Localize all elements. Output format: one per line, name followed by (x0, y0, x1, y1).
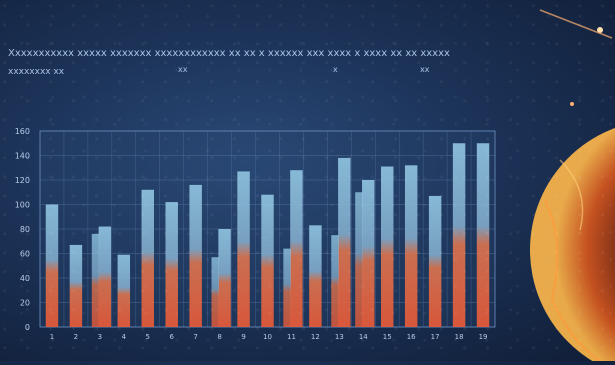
bar (452, 143, 466, 327)
x-tick-label: 13 (335, 333, 344, 341)
bar (98, 226, 112, 327)
x-axis: 1 2 3 4 5 6 7 8 9 10 11 12 13 14 15 16 17 18 19 (50, 333, 488, 341)
x-tick-label: 7 (193, 333, 197, 341)
bar-secondary (91, 233, 100, 327)
bar-secondary (331, 235, 339, 327)
x-tick-label: 6 (169, 333, 174, 341)
bar-secondary (283, 248, 291, 327)
y-tick-label: 160 (15, 127, 30, 136)
bar (404, 165, 418, 327)
chart-title: Xxxxxxxxxxx xxxxx xxxxxxx xxxxxxxxxxxx x… (8, 48, 450, 59)
y-tick-label: 40 (20, 274, 30, 283)
x-tick-label: 11 (287, 333, 296, 341)
x-tick-label: 8 (217, 333, 221, 341)
bar (428, 195, 442, 327)
bar (141, 189, 154, 327)
x-tick-label: 14 (359, 333, 368, 341)
x-tick-label: 5 (146, 333, 150, 341)
caption-mark-1: xx (178, 65, 188, 74)
caption-mark-3: xx (420, 65, 430, 74)
bar (237, 171, 250, 327)
x-tick-label: 16 (407, 333, 416, 341)
y-tick-label: 60 (20, 250, 30, 259)
y-tick-label: 120 (15, 176, 30, 185)
x-tick-label: 2 (74, 333, 78, 341)
y-tick-label: 140 (15, 152, 30, 161)
bar (476, 143, 490, 327)
x-tick-label: 1 (50, 333, 54, 341)
grid (39, 130, 496, 328)
y-tick-label: 80 (20, 225, 30, 234)
bar (218, 229, 231, 327)
bar (338, 157, 351, 327)
bar (117, 254, 131, 327)
x-tick-label: 19 (479, 333, 488, 341)
bar-secondary (355, 192, 363, 327)
x-tick-label: 12 (311, 333, 320, 341)
bars (45, 143, 490, 327)
y-axis: 0 20 40 60 80 100 120 140 160 (15, 127, 30, 332)
chart-subtitle: xxxxxxxx xx (8, 67, 65, 77)
y-tick-label: 0 (25, 323, 30, 332)
bar (69, 244, 83, 327)
bar-secondary (211, 257, 219, 327)
x-tick-label: 17 (431, 333, 440, 341)
x-tick-label: 18 (455, 333, 464, 341)
y-tick-label: 20 (20, 299, 30, 308)
x-tick-label: 15 (383, 333, 392, 341)
x-tick-label: 10 (263, 333, 272, 341)
x-tick-label: 3 (98, 333, 102, 341)
bar (261, 194, 274, 327)
bar (309, 225, 322, 327)
bar (290, 170, 303, 327)
bar (362, 180, 375, 327)
bar (189, 184, 202, 327)
caption-mark-2: x (333, 65, 338, 74)
planet-illustration (530, 9, 615, 365)
bar (165, 202, 178, 327)
x-tick-label: 4 (122, 333, 127, 341)
bar (381, 166, 394, 327)
bar (45, 204, 59, 327)
y-tick-label: 100 (15, 201, 30, 210)
x-tick-label: 9 (241, 333, 245, 341)
